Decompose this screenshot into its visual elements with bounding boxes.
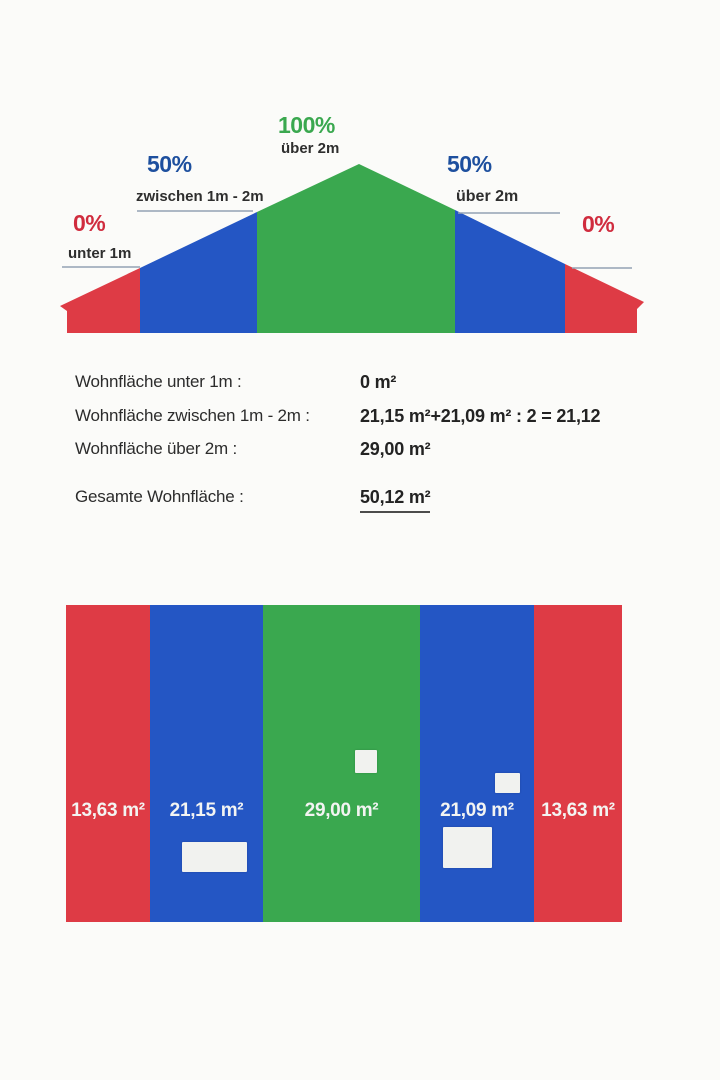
- floor-plan: 13,63 m² 21,15 m² 29,00 m² 21,09 m² 13,6…: [66, 605, 622, 922]
- unter-1m-label: unter 1m: [68, 245, 132, 262]
- percent-50-left-label: 50%: [147, 151, 192, 177]
- white-object-square: [495, 773, 520, 793]
- percent-0-left-label: 0%: [73, 210, 106, 236]
- zwischen-1m-2m-label: zwischen 1m - 2m: [136, 188, 264, 205]
- calc-value: 29,00 m²: [360, 439, 431, 459]
- plan-band-red-right: 13,63 m²: [534, 605, 622, 922]
- roof-section-blue-left: [140, 212, 257, 333]
- white-object-square: [355, 750, 377, 773]
- white-object-rect: [182, 842, 247, 872]
- roof-section-red-left: [60, 268, 140, 333]
- plan-band-red-left: 13,63 m²: [66, 605, 150, 922]
- roof-section-blue-right: [455, 210, 565, 333]
- plan-band-blue-right: 21,09 m²: [420, 605, 534, 922]
- ueber-2m-center-label: über 2m: [281, 140, 340, 157]
- roof-shape-svg: [60, 164, 644, 333]
- roof-section-red-right: [565, 264, 644, 333]
- roof-cross-section-diagram: 100% über 2m 50% zwischen 1m - 2m 0% unt…: [0, 0, 720, 360]
- area-label: 13,63 m²: [541, 800, 615, 821]
- calc-label: Wohnfläche zwischen 1m - 2m :: [75, 406, 310, 425]
- area-label: 29,00 m²: [304, 800, 379, 821]
- total-label: Gesamte Wohnfläche :: [75, 487, 244, 506]
- ueber-2m-right-label: über 2m: [456, 188, 519, 205]
- area-label: 21,09 m²: [440, 800, 514, 821]
- plan-band-green-center: 29,00 m²: [263, 605, 420, 922]
- calc-label: Wohnfläche über 2m :: [75, 439, 237, 458]
- roof-section-green-center: [257, 164, 455, 333]
- total-value: 50,12 m²: [360, 487, 431, 513]
- percent-50-right-label: 50%: [447, 151, 492, 177]
- area-label: 13,63 m²: [71, 800, 145, 821]
- calc-value: 21,15 m²+21,09 m² : 2 = 21,12: [360, 406, 601, 426]
- area-label: 21,15 m²: [169, 800, 244, 821]
- plan-band-blue-left: 21,15 m²: [150, 605, 263, 922]
- calc-value: 0 m²: [360, 372, 397, 392]
- white-object-square: [443, 827, 492, 868]
- percent-0-right-label: 0%: [582, 211, 615, 237]
- calc-label: Wohnfläche unter 1m :: [75, 372, 242, 391]
- percent-100-label: 100%: [278, 112, 335, 138]
